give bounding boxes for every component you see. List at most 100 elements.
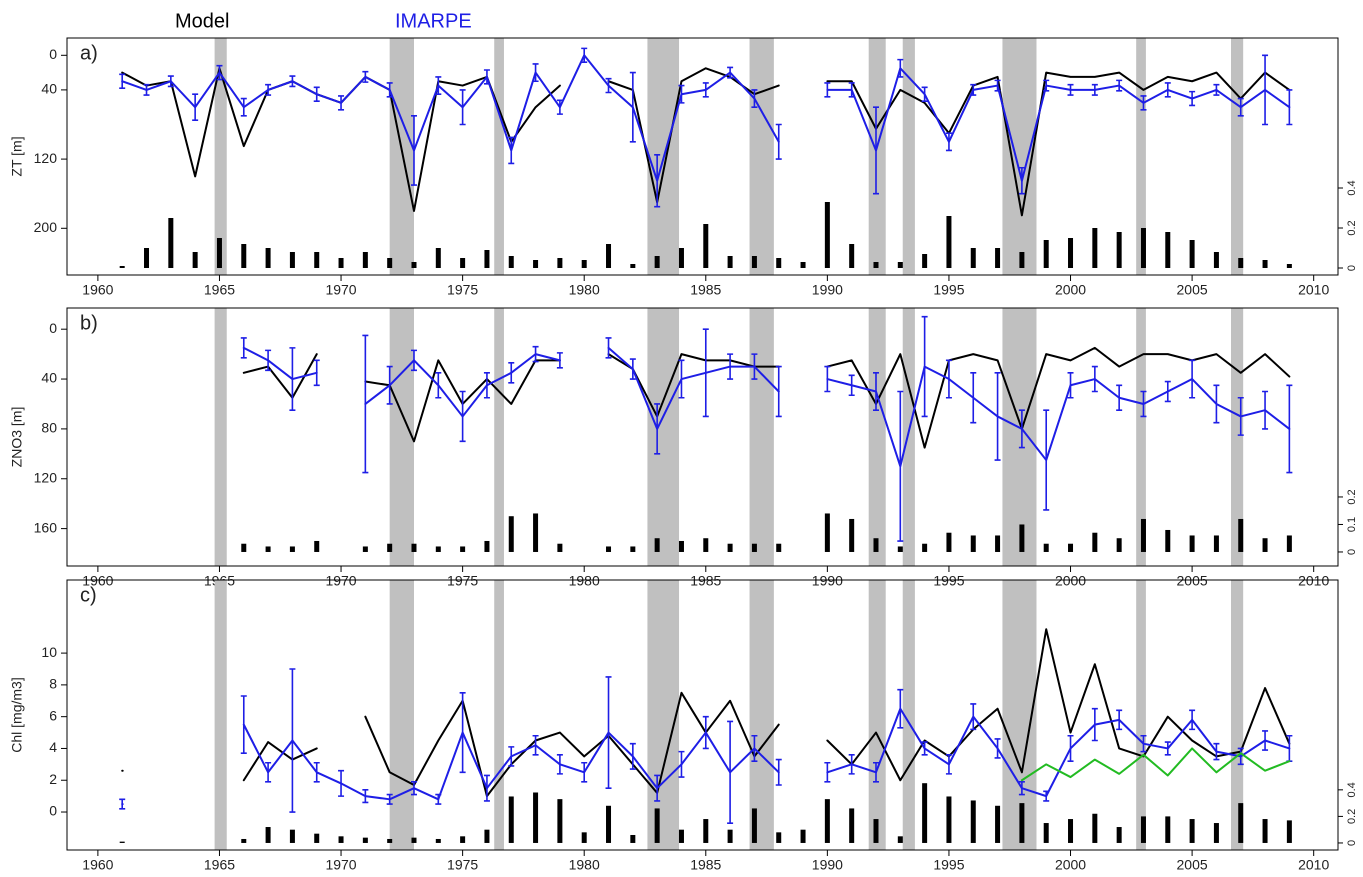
error-bar [581, 761, 588, 783]
error-bar [556, 99, 563, 115]
x-tick-label: 1975 [447, 857, 478, 872]
bar [873, 262, 879, 268]
bar [411, 543, 417, 552]
y-tick-label: 6 [49, 707, 57, 723]
bar [1286, 535, 1292, 552]
error-bar [1237, 747, 1244, 766]
error-bar [751, 353, 758, 380]
shaded-period [868, 38, 886, 275]
bar [1262, 538, 1268, 552]
bar [581, 260, 587, 268]
error-bar [265, 83, 272, 96]
bar [776, 543, 782, 552]
bar [1043, 240, 1049, 268]
bar [776, 832, 782, 843]
error-bar [119, 798, 126, 810]
x-tick-label: 1975 [447, 573, 478, 589]
error-bar [216, 64, 223, 81]
shaded-period [902, 38, 915, 275]
bar [1019, 803, 1025, 843]
error-bar [313, 359, 320, 387]
bar [1019, 252, 1025, 268]
shaded-period [1136, 308, 1146, 566]
bar [606, 546, 612, 552]
error-bar [265, 349, 272, 372]
error-bar [945, 754, 952, 775]
bar [289, 252, 295, 268]
bar [897, 546, 903, 552]
bar [1068, 819, 1074, 843]
bar [362, 546, 368, 552]
error-bar [240, 97, 247, 117]
bar [508, 516, 514, 552]
x-tick-label: 1970 [325, 857, 356, 872]
error-bar [654, 774, 661, 802]
shaded-period [494, 580, 504, 850]
y-tick-label: 80 [41, 420, 57, 436]
y-tick-label: 10 [41, 644, 57, 660]
x-tick-label: 1990 [812, 573, 843, 589]
y-tick-label: 0 [49, 803, 57, 819]
error-bar [508, 136, 515, 165]
error-bar [410, 349, 417, 372]
error-bar [1116, 384, 1123, 412]
x-tick-label: 1960 [82, 282, 113, 298]
error-bar [1286, 384, 1293, 474]
panel-label: c) [80, 584, 97, 606]
bar [533, 260, 539, 268]
error-bar [629, 358, 636, 380]
bar [1116, 232, 1122, 268]
bar [289, 546, 295, 552]
bar [387, 838, 393, 843]
bar [727, 256, 733, 268]
error-bar [483, 372, 490, 399]
error-bar [167, 75, 174, 88]
bar [1189, 535, 1195, 552]
error-bar [289, 347, 296, 412]
shaded-period [749, 38, 774, 275]
bar [314, 833, 320, 843]
x-tick-label: 1985 [690, 573, 721, 589]
bar [630, 264, 636, 268]
bar [1262, 819, 1268, 843]
legend-entry: IMARPE [395, 10, 472, 32]
shaded-period [1136, 580, 1146, 850]
x-tick-label: 1975 [447, 282, 478, 298]
bar [119, 841, 125, 843]
y2-tick-label: 0.2 [1346, 809, 1358, 824]
bar [508, 796, 514, 843]
error-bar [848, 754, 855, 775]
bar [265, 827, 271, 843]
error-bar [1018, 166, 1025, 195]
bar [824, 202, 830, 268]
bar [703, 538, 709, 552]
error-bar [678, 359, 685, 399]
bar [630, 834, 636, 843]
bar [606, 805, 612, 843]
shaded-period [1002, 38, 1037, 275]
y2-tick-label: 0 [1346, 840, 1358, 846]
shaded-period [214, 580, 227, 850]
bar [435, 838, 441, 843]
bar [460, 836, 466, 843]
shaded-period [647, 580, 680, 850]
bar [435, 248, 441, 268]
bar [1262, 260, 1268, 268]
error-bar [386, 793, 393, 805]
error-bar [1091, 83, 1098, 96]
error-bar [605, 676, 612, 789]
bar [922, 783, 928, 843]
error-bar [1043, 790, 1050, 802]
y-tick-label: 40 [41, 370, 57, 386]
bar [1286, 264, 1292, 268]
shaded-period [749, 580, 774, 850]
error-bar [751, 89, 758, 108]
error-bar [435, 76, 442, 96]
error-bar [1140, 734, 1147, 753]
x-tick-label: 1960 [82, 857, 113, 872]
error-bar [240, 337, 247, 359]
error-bar [435, 372, 442, 399]
bar [1165, 816, 1171, 843]
x-tick-label: 1990 [812, 857, 843, 872]
bar [1092, 813, 1098, 843]
